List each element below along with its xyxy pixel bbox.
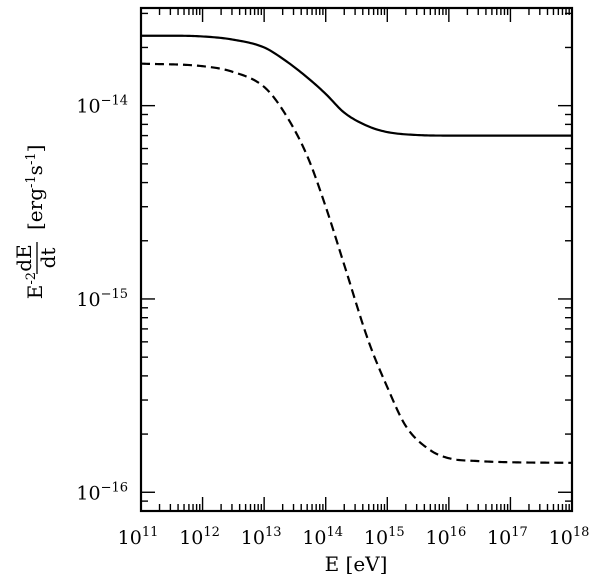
x-tick-label-base: 10 (241, 527, 265, 549)
y-label-units-exp2: -1 (24, 152, 39, 165)
x-tick-label-base: 10 (302, 527, 326, 549)
y-label-units-mid: s (23, 165, 47, 175)
y-tick-label-exponent: −16 (101, 480, 128, 495)
y-tick-label-exponent: −14 (101, 94, 128, 109)
y-label-units-close: ] (23, 145, 47, 153)
x-tick-label-base: 10 (118, 527, 142, 549)
y-axis-label: E-2 dE dt [erg-1s-1] (12, 145, 60, 300)
x-tick-label-exponent: 18 (573, 525, 590, 540)
y-tick-label-base: 10 (76, 482, 100, 504)
x-tick-label: 1011 (118, 525, 159, 549)
x-tick-label-exponent: 13 (265, 525, 282, 540)
series-layer (140, 34, 573, 464)
x-tick-label-exponent: 15 (388, 525, 405, 540)
x-tick-label: 1016 (425, 525, 466, 549)
x-tick-label-base: 10 (549, 527, 573, 549)
x-tick-label-base: 10 (364, 527, 388, 549)
svg-text:E-2: E-2 (23, 272, 47, 299)
x-axis-label: E [eV] (325, 552, 388, 576)
x-tick-label-base: 10 (179, 527, 203, 549)
x-tick-label-exponent: 16 (450, 525, 467, 540)
x-tick-labels: 1011 1012 1013 1014 1015 1016 1017 1018 (118, 525, 590, 549)
x-tick-label: 1013 (241, 525, 282, 549)
y-label-units-exp1: -1 (24, 175, 39, 188)
x-tick-label-base: 10 (487, 527, 511, 549)
x-tick-label: 1012 (179, 525, 220, 549)
y-label-denominator: dt (36, 248, 60, 269)
x-tick-label-exponent: 14 (327, 525, 344, 540)
x-tick-label: 1017 (487, 525, 528, 549)
plot-frame (139, 6, 574, 513)
y-tick-label: 10−14 (76, 94, 128, 118)
x-tick-label-base: 10 (425, 527, 449, 549)
dashed-curve (140, 62, 573, 464)
x-tick-label-exponent: 11 (142, 525, 159, 540)
x-tick-label-exponent: 17 (511, 525, 528, 540)
x-tick-label: 1014 (302, 525, 343, 549)
y-tick-label-exponent: −15 (101, 287, 128, 302)
x-tick-label: 1018 (549, 525, 590, 549)
y-tick-label: 10−16 (76, 480, 128, 504)
y-label-numerator: dE (12, 244, 36, 271)
ticks (140, 8, 573, 512)
y-tick-label-base: 10 (76, 96, 100, 118)
y-label-prefix: E (23, 285, 47, 300)
y-tick-label-base: 10 (76, 289, 100, 311)
y-label-units-open: [erg (23, 188, 47, 230)
y-label-units: [erg-1s-1] (23, 145, 47, 230)
x-tick-label: 1015 (364, 525, 405, 549)
y-label-prefix-exponent: -2 (24, 272, 39, 285)
solid-curve (141, 34, 572, 137)
x-tick-label-exponent: 12 (203, 525, 220, 540)
y-tick-label: 10−15 (76, 287, 128, 311)
